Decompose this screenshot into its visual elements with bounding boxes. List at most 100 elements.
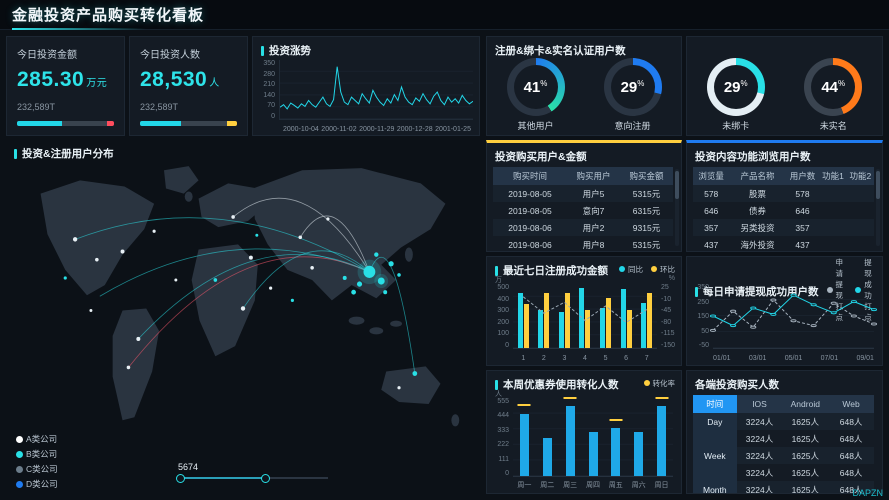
axis-tick: 3 (562, 355, 567, 362)
title-accent (695, 286, 698, 297)
table-cell: 3224人 (736, 481, 783, 493)
conversion-marker (609, 419, 623, 422)
legend-item[interactable]: D类公司 (16, 478, 58, 490)
map-arc (242, 250, 370, 309)
table-cell: 1625人 (782, 447, 829, 464)
watermark: DAPZN (852, 488, 883, 498)
table-cell: 2019-08-06 (508, 239, 552, 250)
bar-slot (559, 397, 582, 476)
donut-label: 其他用户 (517, 121, 554, 131)
axis-tick: 280 (263, 70, 275, 78)
table-cell: 债券 (749, 205, 767, 216)
scrollbar-thumb[interactable] (675, 171, 679, 199)
map-point (255, 233, 259, 237)
column-header: IOS (736, 395, 783, 413)
legend-dot (643, 380, 650, 386)
table-row: 3224人 1625人 648人 (693, 464, 874, 481)
bar (544, 292, 550, 348)
data-point (791, 294, 796, 296)
axis-tick: -115 (661, 330, 675, 338)
chart-legend: 同比 环比 (619, 264, 675, 275)
map-point (231, 215, 235, 219)
axis-tick: 4 (583, 355, 587, 362)
legend-dot (16, 480, 23, 488)
axis-tick: 222 (497, 441, 509, 449)
data-point (731, 310, 736, 312)
table-cell: 3224人 (736, 447, 783, 464)
donut-percent: 44% (821, 78, 846, 96)
data-point (771, 313, 776, 315)
kpi-subvalue: 232,589T (140, 102, 179, 112)
bar (519, 413, 529, 476)
table-cell (819, 185, 847, 202)
map-arc (128, 256, 370, 368)
axis-tick: 周二 (540, 482, 555, 489)
panel-purchase-table: 投资购买用户&金额 购买时间 购买用户 购买金额 2019-08-05 用户5 5315元… (486, 140, 682, 252)
axis-tick: 05/01 (784, 355, 803, 362)
chart-legend: 转化率 (643, 378, 675, 389)
header: 金融投资产品购买转化看板 (0, 0, 889, 30)
donut-label: 意向注册 (614, 121, 651, 131)
map-point (152, 229, 156, 233)
bar-plot (513, 397, 673, 477)
bar-slot (582, 398, 605, 476)
bar-group (600, 284, 612, 348)
legend-item[interactable]: 同比 (619, 264, 643, 275)
axis-tick: 200 (497, 318, 509, 326)
axis-tick: 2000-11-02 (321, 126, 357, 133)
data-point (710, 315, 715, 317)
donut-未绑卡: 29% 未绑卡 (706, 58, 765, 132)
data-point (751, 326, 756, 328)
y-axis-left: 500 400 300 200 100 0 (489, 284, 509, 349)
table-cell: 646 (795, 205, 810, 216)
legend-item[interactable]: A类公司 (16, 433, 58, 445)
kpi-progress-segment (17, 121, 62, 126)
table-cell (819, 202, 846, 219)
map-point (136, 336, 141, 341)
column-header: Web (828, 395, 874, 413)
map-point (351, 289, 356, 295)
panel-donuts-left: 注册&绑卡&实名认证用户数 41% 其他用户 29% 意向注册 (486, 36, 682, 136)
table-cell: 5315元 (632, 239, 661, 250)
map-zoom-slider[interactable]: 5674 (176, 462, 328, 488)
axis-tick: -150 (661, 341, 676, 349)
legend-item[interactable]: C类公司 (16, 463, 58, 475)
column-header: 购买时间 (493, 167, 567, 185)
legend-item[interactable]: 环比 (651, 264, 675, 275)
map-point (298, 235, 303, 240)
data-point (831, 302, 836, 304)
slider-handle-left[interactable] (176, 473, 185, 483)
axis-tick: 2001-01-25 (435, 126, 471, 133)
bar (564, 292, 570, 348)
map-point (310, 265, 314, 270)
x-axis: 01/01 03/01 05/01 07/01 09/01 (713, 355, 874, 362)
axis-tick: 6 (624, 355, 629, 362)
bar-slot (513, 398, 536, 476)
bar-line-plot (513, 284, 657, 349)
panel-register-amount: 最近七日注册成功金额 同比 环比 万 % 500 400 300 200 100 0 25-… (486, 256, 682, 366)
legend-item[interactable]: B类公司 (16, 448, 58, 460)
scrollbar[interactable] (876, 169, 880, 246)
axis-tick: 2000-12-28 (396, 126, 433, 133)
y-axis: 555 444 333 222 111 0 (489, 398, 509, 477)
panel-title: 投资购买用户&金额 (495, 151, 587, 163)
slider-handle-right[interactable] (261, 473, 270, 483)
panel-title: 注册&绑卡&实名认证用户数 (495, 45, 626, 57)
header-row: 时间 IOS Android Web (693, 395, 874, 413)
scrollbar[interactable] (675, 169, 679, 246)
legend-item[interactable]: 转化率 (643, 378, 675, 389)
bar (585, 309, 591, 348)
donut-label: 未实名 (819, 121, 847, 131)
map-continents (40, 166, 460, 427)
legend-dot (16, 435, 23, 443)
bar (647, 292, 653, 348)
table-row: 2019-08-05 意向7 6315元 (493, 202, 673, 219)
kpi-label: 今日投资人数 (140, 50, 200, 61)
data-point (811, 325, 816, 327)
slider-track[interactable] (176, 473, 328, 483)
scrollbar-thumb[interactable] (876, 171, 880, 199)
bar (558, 312, 564, 348)
axis-tick: 周一 (517, 482, 532, 489)
bar (634, 432, 644, 476)
map-point (63, 276, 67, 280)
